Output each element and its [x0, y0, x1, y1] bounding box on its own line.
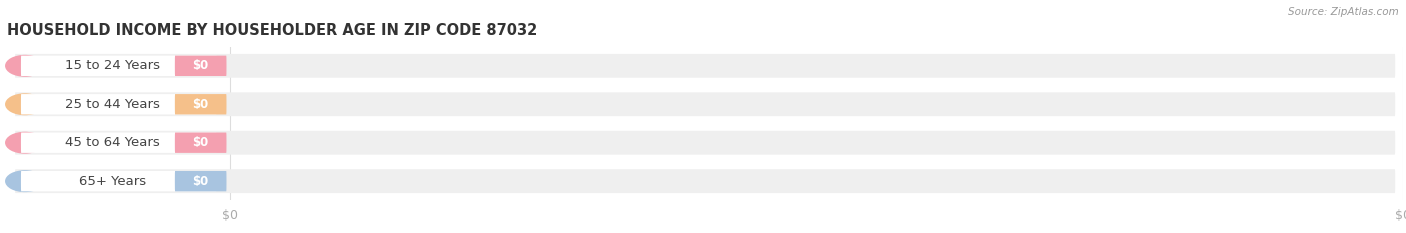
- FancyBboxPatch shape: [15, 131, 1395, 155]
- Text: $0: $0: [193, 136, 208, 149]
- Text: 65+ Years: 65+ Years: [79, 175, 146, 188]
- FancyBboxPatch shape: [174, 133, 226, 153]
- Text: $0: $0: [193, 175, 208, 188]
- Text: 25 to 44 Years: 25 to 44 Years: [66, 98, 160, 111]
- Text: 15 to 24 Years: 15 to 24 Years: [65, 59, 160, 72]
- FancyBboxPatch shape: [15, 169, 1395, 193]
- Text: Source: ZipAtlas.com: Source: ZipAtlas.com: [1288, 7, 1399, 17]
- FancyBboxPatch shape: [174, 171, 226, 191]
- FancyBboxPatch shape: [21, 94, 217, 114]
- FancyBboxPatch shape: [21, 171, 217, 191]
- FancyBboxPatch shape: [174, 56, 226, 76]
- Ellipse shape: [6, 132, 45, 154]
- FancyBboxPatch shape: [15, 92, 1395, 116]
- Text: 45 to 64 Years: 45 to 64 Years: [66, 136, 160, 149]
- Text: HOUSEHOLD INCOME BY HOUSEHOLDER AGE IN ZIP CODE 87032: HOUSEHOLD INCOME BY HOUSEHOLDER AGE IN Z…: [7, 24, 537, 38]
- FancyBboxPatch shape: [21, 133, 217, 153]
- FancyBboxPatch shape: [21, 56, 217, 76]
- Text: $0: $0: [193, 98, 208, 111]
- FancyBboxPatch shape: [174, 94, 226, 114]
- Text: $0: $0: [193, 59, 208, 72]
- FancyBboxPatch shape: [15, 54, 1395, 78]
- Ellipse shape: [6, 55, 45, 77]
- Ellipse shape: [6, 170, 45, 192]
- Ellipse shape: [6, 93, 45, 115]
